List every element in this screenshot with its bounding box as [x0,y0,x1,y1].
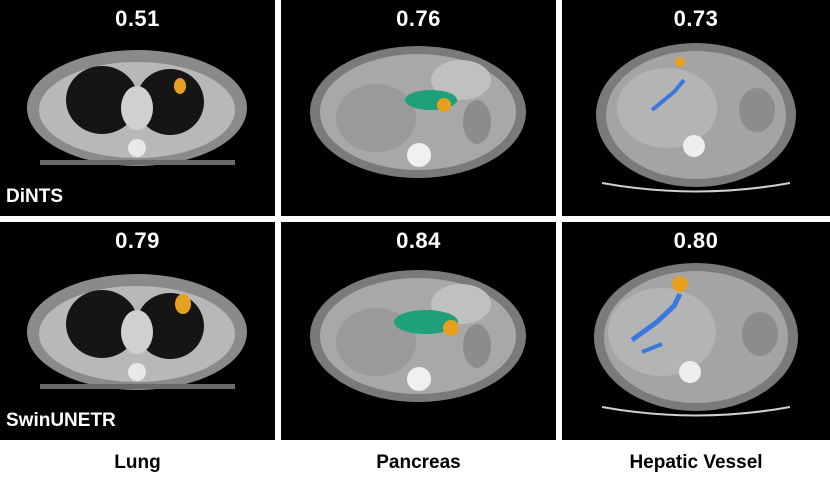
panel-swinunetr-hepatic-vessel: 0.80 [562,222,830,440]
tumor-mask [443,320,459,336]
vessel-mask [630,292,683,343]
panel-swinunetr-lung: 0.79 SwinUNETR [0,222,275,440]
dice-score: 0.80 [673,228,719,253]
panel-swinunetr-pancreas: 0.84 [281,222,556,440]
pancreas-mask [394,310,458,334]
column-label-pancreas: Pancreas [376,452,461,473]
column-label-hepatic-vessel: Hepatic Vessel [629,452,763,473]
method-label-swinunetr: SwinUNETR [6,410,116,431]
dice-score: 0.76 [396,6,441,31]
ct-scan-lung [27,274,247,390]
vessel-mask [650,78,686,112]
tumor-mask [672,276,688,292]
tumor-mask [675,57,685,67]
ct-scan-liver [596,43,796,193]
dice-score: 0.79 [115,228,160,253]
column-label-lung: Lung [114,452,161,473]
dice-score: 0.84 [396,228,441,253]
ct-scan-liver [594,263,798,417]
method-label-dints: DiNTS [6,186,63,207]
panel-dints-pancreas: 0.76 [281,0,556,216]
tumor-mask [437,98,451,112]
panel-dints-hepatic-vessel: 0.73 [562,0,830,216]
tumor-mask [174,78,186,94]
dice-score: 0.51 [115,6,160,31]
dice-score: 0.73 [673,6,719,31]
panel-dints-lung: 0.51 DiNTS [0,0,275,216]
ct-scan-pancreas [310,270,526,402]
tumor-mask [175,294,191,314]
ct-scan-pancreas [310,46,526,178]
ct-scan-lung [27,50,247,166]
